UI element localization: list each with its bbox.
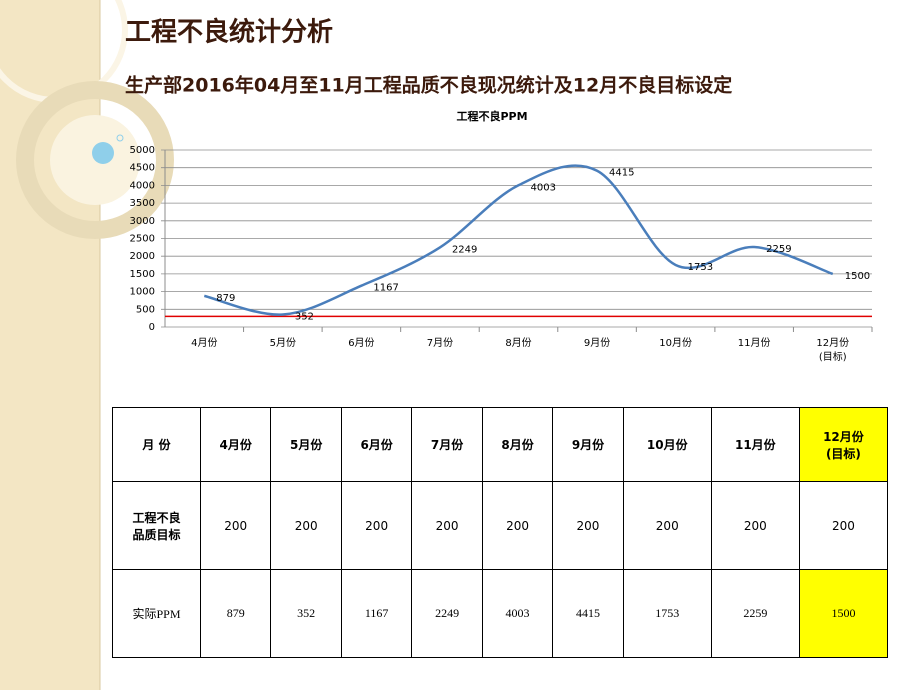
target-cell: 200 <box>481 481 554 570</box>
y-tick-label: 500 <box>136 304 155 315</box>
chart-title: 工程不良PPM <box>456 109 527 123</box>
y-tick-label: 2000 <box>130 251 155 262</box>
x-tick-label: 9月份 <box>584 337 610 349</box>
actual-row: 实际PPM 879 352 1167 2249 4003 4415 1753 2259 1500 <box>112 569 889 658</box>
actual-cell: 1753 <box>622 569 712 658</box>
deco-bubble <box>116 134 124 142</box>
x-tick-label: 6月份 <box>348 337 374 349</box>
x-tick-label: 5月份 <box>270 337 296 349</box>
data-label: 1753 <box>688 262 713 273</box>
row-header: 实际PPM <box>112 569 201 658</box>
data-label: 4003 <box>531 182 556 193</box>
header-cell: 7月份 <box>411 407 483 482</box>
header-cell: 4月份 <box>199 407 272 482</box>
header-cell: 10月份 <box>622 407 712 482</box>
data-label: 1500 <box>845 271 870 282</box>
x-tick-label: 4月份 <box>191 337 217 349</box>
y-tick-label: 4500 <box>130 163 155 174</box>
target-cell: 200 <box>798 481 889 570</box>
line-series <box>203 164 834 316</box>
x-tick-label: 8月份 <box>505 337 531 349</box>
data-label: 352 <box>295 312 314 323</box>
target-cell: 200 <box>411 481 483 570</box>
data-label: 4415 <box>609 168 634 179</box>
actual-cell: 2259 <box>710 569 800 658</box>
y-tick-label: 3500 <box>130 198 155 209</box>
actual-cell: 2249 <box>411 569 483 658</box>
y-tick-label: 4000 <box>130 180 155 191</box>
actual-cell: 879 <box>199 569 272 658</box>
data-label: 2259 <box>766 244 791 255</box>
x-tick-label: 7月份 <box>427 337 453 349</box>
header-cell: 11月份 <box>710 407 800 482</box>
actual-cell: 1500 <box>798 569 889 658</box>
header-cell: 5月份 <box>270 407 342 482</box>
header-row: 月 份 4月份 5月份 6月份 7月份 8月份 9月份 10月份 11月份 12月份 (目标) <box>112 407 889 482</box>
page-subtitle: 生产部2016年04月至11月工程品质不良现况统计及12月不良目标设定 <box>125 74 732 97</box>
data-label: 879 <box>216 293 235 304</box>
target-cell: 200 <box>710 481 800 570</box>
actual-cell: 4415 <box>552 569 624 658</box>
target-cell: 200 <box>340 481 413 570</box>
row-header: 工程不良 品质目标 <box>112 481 201 570</box>
data-table: 月 份 4月份 5月份 6月份 7月份 8月份 9月份 10月份 11月份 12月份 (目标) 工程… <box>112 407 889 658</box>
deco-bubble <box>92 142 114 164</box>
target-cell: 200 <box>552 481 624 570</box>
header-cell: 8月份 <box>481 407 554 482</box>
header-cell: 6月份 <box>340 407 413 482</box>
data-label: 1167 <box>373 283 398 294</box>
actual-cell: 352 <box>270 569 342 658</box>
x-tick-label: 12月份(目标) <box>816 337 849 363</box>
x-tick-label: 11月份 <box>738 337 771 349</box>
y-tick-label: 5000 <box>130 145 155 156</box>
target-row: 工程不良 品质目标 200 200 200 200 200 200 200 200 200 <box>112 481 889 570</box>
target-cell: 200 <box>622 481 712 570</box>
target-cell: 200 <box>270 481 342 570</box>
corner-cell: 月 份 <box>112 407 201 482</box>
y-tick-label: 1000 <box>130 287 155 298</box>
page-title: 工程不良统计分析 <box>125 17 333 48</box>
header-cell: 9月份 <box>552 407 624 482</box>
target-cell: 200 <box>199 481 272 570</box>
data-label: 2249 <box>452 244 477 255</box>
y-tick-label: 0 <box>149 322 155 333</box>
actual-cell: 4003 <box>481 569 554 658</box>
y-tick-label: 3000 <box>130 216 155 227</box>
actual-cell: 1167 <box>340 569 413 658</box>
y-tick-label: 2500 <box>130 234 155 245</box>
x-tick-label: 10月份 <box>659 337 692 349</box>
header-cell: 12月份 (目标) <box>798 407 889 482</box>
y-tick-label: 1500 <box>130 269 155 280</box>
